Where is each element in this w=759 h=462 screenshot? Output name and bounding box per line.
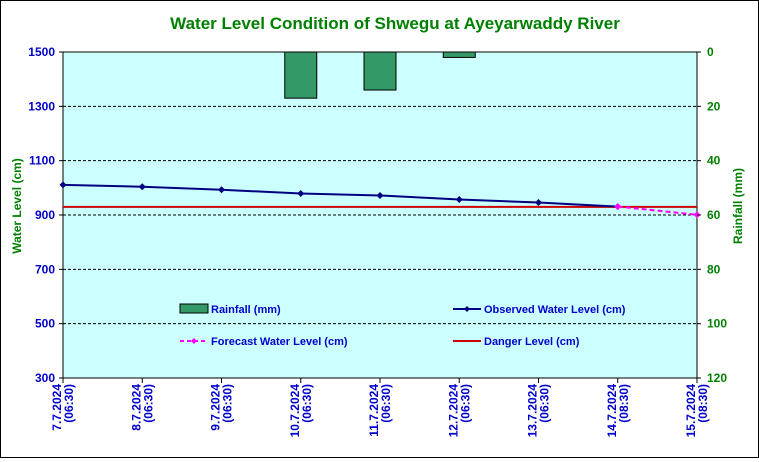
chart-title: Water Level Condition of Shwegu at Ayeya…: [170, 14, 620, 33]
x-tick-date: 12.7.2024: [446, 384, 460, 438]
observed-point: [376, 191, 384, 199]
x-tick-date: 7.7.2024: [50, 384, 64, 431]
right-tick-label: 20: [707, 99, 721, 113]
x-tick-date: 14.7.2024: [605, 384, 619, 438]
rainfall-bar: [442, 51, 476, 58]
x-tick-time: (06:30): [141, 384, 155, 423]
x-tick-time: (06:30): [62, 384, 76, 423]
forecast-point: [614, 203, 622, 211]
left-tick-label: 500: [35, 317, 55, 331]
x-tick-time: (06:30): [458, 384, 472, 423]
rainfall-bars: [284, 51, 476, 99]
legend-swatch-rainfall: [179, 303, 209, 314]
right-tick-label: 80: [707, 262, 721, 276]
rainfall-bar: [284, 51, 318, 99]
forecast-path: [617, 205, 698, 216]
x-tick-date: 11.7.2024: [367, 384, 381, 437]
legend-item-forecast: Forecast Water Level (cm): [180, 336, 348, 348]
left-tick-label: 1100: [29, 154, 55, 168]
x-tick-time: (06:30): [379, 384, 393, 423]
rainfall-bar: [363, 51, 397, 91]
right-tick-label: 0: [707, 45, 714, 59]
observed-point: [297, 190, 305, 198]
left-tick-label: 700: [35, 262, 55, 276]
x-tick-time: (08:30): [617, 384, 631, 423]
legend: Rainfall (mm) Observed Water Level (cm) …: [179, 303, 626, 348]
right-tick-label: 40: [707, 154, 721, 168]
left-axis-title: Water Level (cm): [10, 158, 24, 254]
left-axis-ticks: 300 500 700 900 1100 1300 1500: [28, 45, 63, 385]
x-tick-date: 10.7.2024: [288, 384, 302, 438]
left-tick-label: 900: [35, 208, 55, 222]
x-tick-time: (08:30): [696, 384, 710, 423]
legend-label-forecast: Forecast Water Level (cm): [211, 336, 348, 348]
left-tick-label: 300: [35, 371, 55, 385]
observed-point: [138, 183, 146, 191]
right-tick-label: 120: [707, 371, 727, 385]
x-tick-time: (06:30): [300, 384, 314, 423]
legend-item-danger: Danger Level (cm): [453, 336, 580, 348]
x-tick-date: 8.7.2024: [129, 384, 143, 431]
observed-water-level-line: [59, 181, 622, 211]
right-axis-title: Rainfall (mm): [731, 168, 745, 244]
legend-marker-observed: [464, 306, 470, 312]
legend-item-rainfall: Rainfall (mm): [179, 303, 281, 316]
x-tick-time: (06:30): [538, 384, 552, 423]
observed-point: [59, 181, 67, 189]
x-tick-date: 15.7.2024: [684, 384, 698, 438]
left-tick-label: 1500: [28, 45, 55, 59]
observed-point: [535, 199, 542, 207]
right-tick-label: 100: [707, 317, 727, 331]
gridlines: [63, 105, 697, 325]
right-axis-ticks: 0 20 40 60 80 100 120: [697, 45, 727, 385]
observed-path: [62, 183, 618, 208]
x-axis-ticks: 7.7.2024(06:30) 8.7.2024(06:30) 9.7.2024(0…: [50, 378, 710, 437]
observed-point: [218, 186, 225, 194]
left-tick-label: 1300: [28, 99, 55, 113]
observed-point: [455, 196, 463, 204]
legend-item-observed: Observed Water Level (cm): [453, 304, 626, 316]
legend-label-observed: Observed Water Level (cm): [484, 304, 626, 316]
x-tick-date: 13.7.2024: [526, 384, 540, 438]
legend-label-rainfall: Rainfall (mm): [211, 304, 281, 316]
legend-marker-forecast: [191, 338, 197, 344]
right-tick-label: 60: [707, 208, 721, 222]
legend-label-danger: Danger Level (cm): [484, 336, 580, 348]
x-tick-time: (06:30): [221, 384, 235, 423]
x-tick-date: 9.7.2024: [209, 384, 223, 431]
